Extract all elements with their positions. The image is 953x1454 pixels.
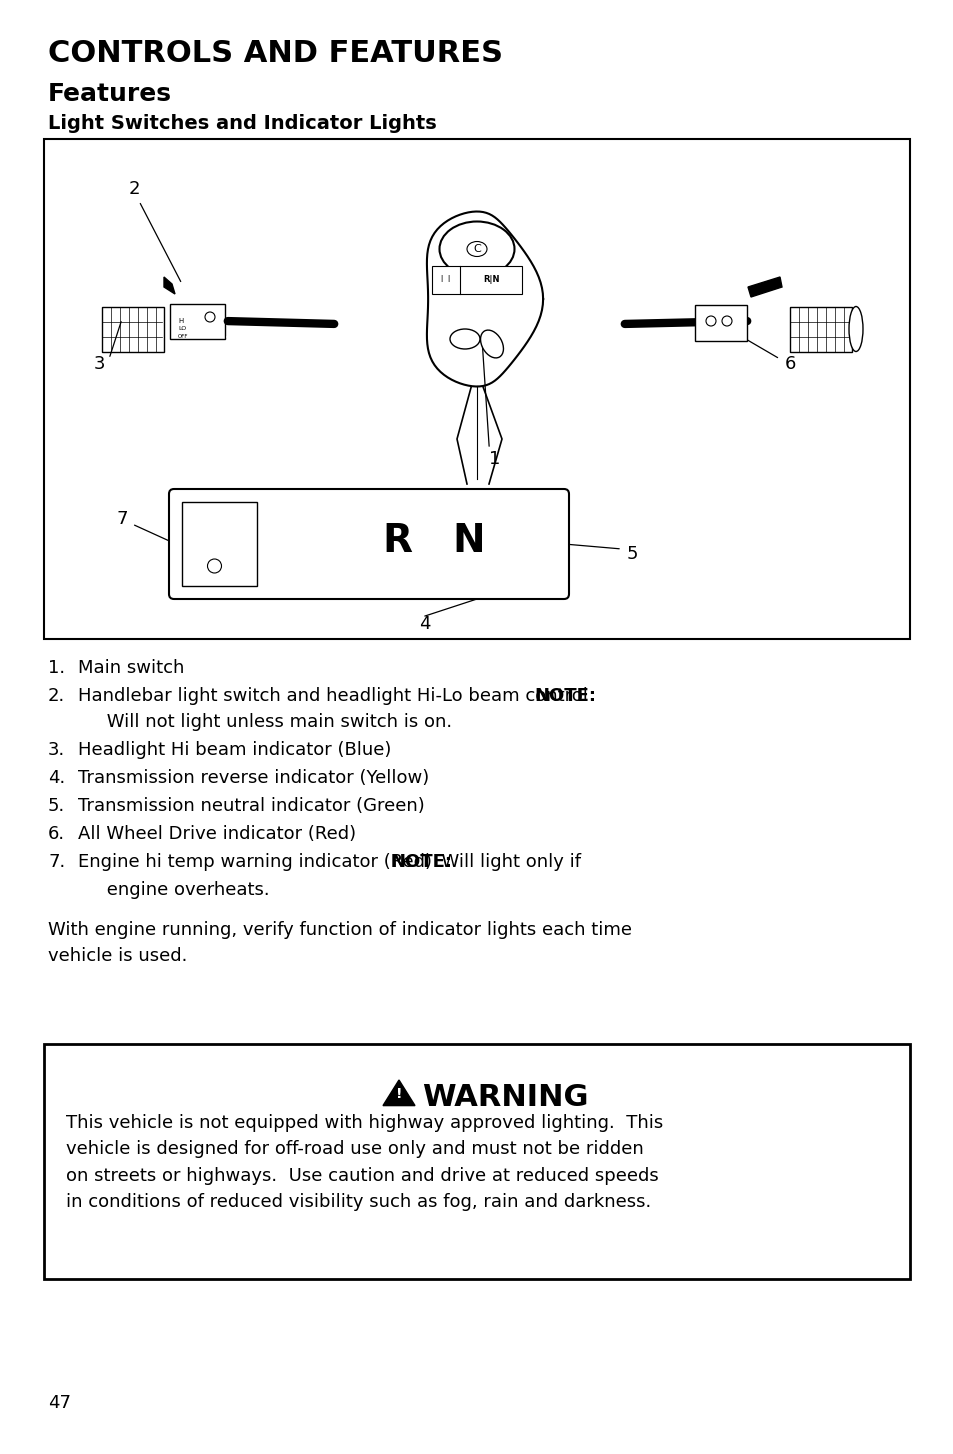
Polygon shape bbox=[382, 1080, 415, 1105]
Text: Handlebar light switch and headlight Hi-Lo beam control: Handlebar light switch and headlight Hi-… bbox=[78, 686, 598, 705]
Text: engine overheats.: engine overheats. bbox=[78, 881, 270, 899]
Text: WARNING: WARNING bbox=[421, 1083, 588, 1112]
Text: Will light only if: Will light only if bbox=[430, 853, 580, 871]
Text: Headlight Hi beam indicator (Blue): Headlight Hi beam indicator (Blue) bbox=[78, 742, 391, 759]
Text: Will not light unless main switch is on.: Will not light unless main switch is on. bbox=[78, 712, 452, 731]
Text: N: N bbox=[453, 522, 485, 560]
Bar bbox=[44, 1044, 909, 1280]
Text: Features: Features bbox=[48, 81, 172, 106]
Text: NOTE:: NOTE: bbox=[390, 853, 452, 871]
Text: 1: 1 bbox=[488, 449, 499, 468]
Bar bbox=[170, 304, 225, 339]
Bar bbox=[789, 307, 851, 352]
Text: NOTE:: NOTE: bbox=[534, 686, 596, 705]
Bar bbox=[432, 266, 521, 294]
Bar bbox=[102, 307, 164, 352]
Text: LO: LO bbox=[178, 327, 186, 332]
Polygon shape bbox=[426, 211, 542, 387]
Text: R|N: R|N bbox=[483, 275, 499, 285]
Polygon shape bbox=[747, 278, 781, 297]
Text: Transmission reverse indicator (Yellow): Transmission reverse indicator (Yellow) bbox=[78, 769, 429, 787]
Text: 7.: 7. bbox=[48, 853, 65, 871]
Text: With engine running, verify function of indicator lights each time
vehicle is us: With engine running, verify function of … bbox=[48, 920, 631, 964]
Ellipse shape bbox=[439, 221, 514, 276]
Text: !: ! bbox=[395, 1088, 402, 1101]
Polygon shape bbox=[164, 278, 174, 294]
FancyArrowPatch shape bbox=[624, 334, 746, 337]
Text: 5.: 5. bbox=[48, 797, 65, 816]
Bar bbox=[182, 502, 256, 586]
Text: 3: 3 bbox=[93, 355, 105, 374]
Text: This vehicle is not equipped with highway approved lighting.  This
vehicle is de: This vehicle is not equipped with highwa… bbox=[66, 1114, 662, 1211]
Text: CONTROLS AND FEATURES: CONTROLS AND FEATURES bbox=[48, 39, 502, 68]
Text: 7: 7 bbox=[116, 510, 128, 528]
Text: 5: 5 bbox=[625, 545, 638, 563]
Text: 1.: 1. bbox=[48, 659, 65, 678]
Text: 3.: 3. bbox=[48, 742, 65, 759]
Text: H: H bbox=[178, 318, 183, 324]
Bar bbox=[695, 305, 746, 342]
Text: R: R bbox=[381, 522, 412, 560]
Text: Engine hi temp warning indicator (Red): Engine hi temp warning indicator (Red) bbox=[78, 853, 437, 871]
Text: 47: 47 bbox=[48, 1394, 71, 1412]
Bar bbox=[44, 140, 909, 638]
Text: 4: 4 bbox=[419, 615, 431, 632]
Text: Main switch: Main switch bbox=[78, 659, 184, 678]
FancyArrowPatch shape bbox=[228, 334, 334, 337]
FancyBboxPatch shape bbox=[169, 489, 568, 599]
Text: C: C bbox=[473, 244, 480, 254]
Text: 2: 2 bbox=[128, 180, 139, 198]
FancyArrowPatch shape bbox=[624, 321, 746, 324]
Text: Light Switches and Indicator Lights: Light Switches and Indicator Lights bbox=[48, 113, 436, 132]
Text: All Wheel Drive indicator (Red): All Wheel Drive indicator (Red) bbox=[78, 824, 355, 843]
Text: OFF: OFF bbox=[178, 334, 189, 339]
Text: I  I: I I bbox=[441, 275, 450, 285]
Ellipse shape bbox=[480, 330, 503, 358]
Text: Transmission neutral indicator (Green): Transmission neutral indicator (Green) bbox=[78, 797, 424, 816]
Text: 2.: 2. bbox=[48, 686, 65, 705]
FancyArrowPatch shape bbox=[228, 321, 334, 324]
Ellipse shape bbox=[450, 329, 479, 349]
Text: 6.: 6. bbox=[48, 824, 65, 843]
Ellipse shape bbox=[848, 307, 862, 352]
Text: 6: 6 bbox=[783, 355, 795, 374]
Text: 4.: 4. bbox=[48, 769, 65, 787]
